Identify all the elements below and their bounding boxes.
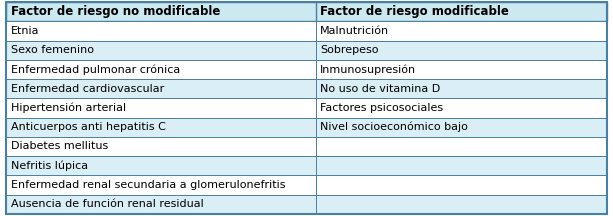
Bar bbox=[6, 175, 607, 195]
Text: Anticuerpos anti hepatitis C: Anticuerpos anti hepatitis C bbox=[11, 122, 166, 132]
Text: Nivel socioeconómico bajo: Nivel socioeconómico bajo bbox=[321, 122, 468, 132]
Bar bbox=[6, 41, 607, 60]
Bar bbox=[6, 98, 607, 118]
Bar bbox=[6, 195, 607, 214]
Text: Enfermedad pulmonar crónica: Enfermedad pulmonar crónica bbox=[11, 64, 180, 75]
Text: Hipertensión arterial: Hipertensión arterial bbox=[11, 103, 126, 113]
Bar bbox=[6, 118, 607, 137]
Bar bbox=[6, 137, 607, 156]
Text: Enfermedad cardiovascular: Enfermedad cardiovascular bbox=[11, 84, 164, 94]
Bar bbox=[6, 21, 607, 41]
Bar bbox=[6, 79, 607, 98]
Text: Inmunosupresión: Inmunosupresión bbox=[321, 64, 416, 75]
Bar bbox=[6, 156, 607, 175]
Text: Etnia: Etnia bbox=[11, 26, 39, 36]
Text: No uso de vitamina D: No uso de vitamina D bbox=[321, 84, 441, 94]
Text: Sobrepeso: Sobrepeso bbox=[321, 45, 379, 55]
Text: Diabetes mellitus: Diabetes mellitus bbox=[11, 141, 108, 151]
Text: Factor de riesgo no modificable: Factor de riesgo no modificable bbox=[11, 5, 220, 18]
Bar bbox=[6, 2, 607, 21]
Text: Malnutrición: Malnutrición bbox=[321, 26, 389, 36]
Text: Factores psicosociales: Factores psicosociales bbox=[321, 103, 443, 113]
Text: Factor de riesgo modificable: Factor de riesgo modificable bbox=[321, 5, 509, 18]
Text: Sexo femenino: Sexo femenino bbox=[11, 45, 94, 55]
Text: Nefritis lúpica: Nefritis lúpica bbox=[11, 160, 88, 171]
Bar bbox=[6, 60, 607, 79]
Text: Ausencia de función renal residual: Ausencia de función renal residual bbox=[11, 199, 204, 209]
Text: Enfermedad renal secundaria a glomerulonefritis: Enfermedad renal secundaria a glomerulon… bbox=[11, 180, 286, 190]
